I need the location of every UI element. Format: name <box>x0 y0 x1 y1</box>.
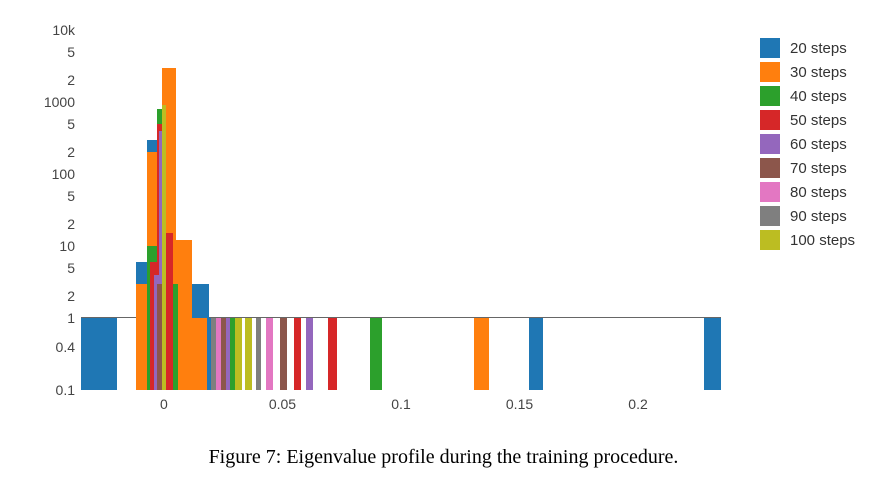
legend-label: 70 steps <box>790 160 847 177</box>
y-tick-label: 2 <box>67 144 81 160</box>
legend-swatch <box>760 182 780 202</box>
histogram-bar <box>166 233 173 390</box>
legend-swatch <box>760 134 780 154</box>
legend-item: 60 steps <box>760 132 855 156</box>
y-tick-label: 10 <box>59 238 81 254</box>
histogram-bar <box>370 318 382 390</box>
figure: 0.1 0.4 1 2 5 10 2 5 100 2 5 1000 2 5 10k 0 0.05 0.1 0.15 0… <box>0 0 887 503</box>
legend-swatch <box>760 110 780 130</box>
histogram-bar <box>192 318 206 390</box>
x-tick-label: 0.1 <box>391 390 410 412</box>
y-tick-label: 1000 <box>44 94 81 110</box>
histogram-bar <box>221 318 226 390</box>
histogram-bar <box>211 318 216 390</box>
y-tick-label: 5 <box>67 188 81 204</box>
legend-item: 40 steps <box>760 84 855 108</box>
y-tick-label: 2 <box>67 288 81 304</box>
histogram-bar <box>136 284 148 390</box>
legend-item: 80 steps <box>760 180 855 204</box>
legend-swatch <box>760 38 780 58</box>
y-tick-label: 2 <box>67 72 81 88</box>
histogram-bar <box>176 240 193 390</box>
legend-label: 50 steps <box>790 112 847 129</box>
histogram-bar <box>235 318 242 390</box>
y-tick-label: 100 <box>52 166 81 182</box>
histogram-bar <box>162 105 167 390</box>
histogram-bar <box>306 318 313 390</box>
y-tick-label: 10k <box>52 22 81 38</box>
histogram-bar <box>256 318 261 390</box>
histogram-bar <box>294 318 301 390</box>
legend-swatch <box>760 206 780 226</box>
histogram-bar <box>245 318 252 390</box>
legend-item: 20 steps <box>760 36 855 60</box>
histogram-bar <box>266 318 273 390</box>
legend-label: 40 steps <box>790 88 847 105</box>
y-tick-label: 1 <box>67 310 81 326</box>
legend-label: 80 steps <box>790 184 847 201</box>
histogram-bar <box>216 318 221 390</box>
histogram-bar <box>280 318 287 390</box>
histogram-bar <box>529 318 543 390</box>
legend-item: 100 steps <box>760 228 855 252</box>
legend-item: 30 steps <box>760 60 855 84</box>
legend-item: 70 steps <box>760 156 855 180</box>
histogram-bar <box>328 318 337 390</box>
legend-item: 90 steps <box>760 204 855 228</box>
legend-swatch <box>760 86 780 106</box>
legend-swatch <box>760 230 780 250</box>
legend-label: 20 steps <box>790 40 847 57</box>
figure-caption: Figure 7: Eigenvalue profile during the … <box>0 446 887 469</box>
legend: 20 steps 30 steps 40 steps 50 steps 60 steps… <box>760 36 855 252</box>
y-tick-label: 0.1 <box>56 382 81 398</box>
y-tick-label: 0.4 <box>56 339 81 355</box>
histogram-bar <box>474 318 488 390</box>
legend-swatch <box>760 158 780 178</box>
histogram-bar <box>81 318 117 390</box>
y-tick-label: 2 <box>67 216 81 232</box>
x-tick-label: 0 <box>160 390 168 412</box>
legend-label: 90 steps <box>790 208 847 225</box>
legend-label: 30 steps <box>790 64 847 81</box>
histogram-bar <box>226 318 231 390</box>
y-tick-label: 5 <box>67 260 81 276</box>
legend-label: 100 steps <box>790 232 855 249</box>
x-tick-label: 0.2 <box>628 390 647 412</box>
legend-item: 50 steps <box>760 108 855 132</box>
x-tick-label: 0.15 <box>506 390 533 412</box>
plot-area: 0.10.412510251002510002510k00.050.10.150… <box>80 30 721 391</box>
x-tick-label: 0.05 <box>269 390 296 412</box>
legend-label: 60 steps <box>790 136 847 153</box>
y-tick-label: 5 <box>67 116 81 132</box>
legend-swatch <box>760 62 780 82</box>
y-tick-label: 5 <box>67 44 81 60</box>
histogram-bar <box>704 318 721 390</box>
